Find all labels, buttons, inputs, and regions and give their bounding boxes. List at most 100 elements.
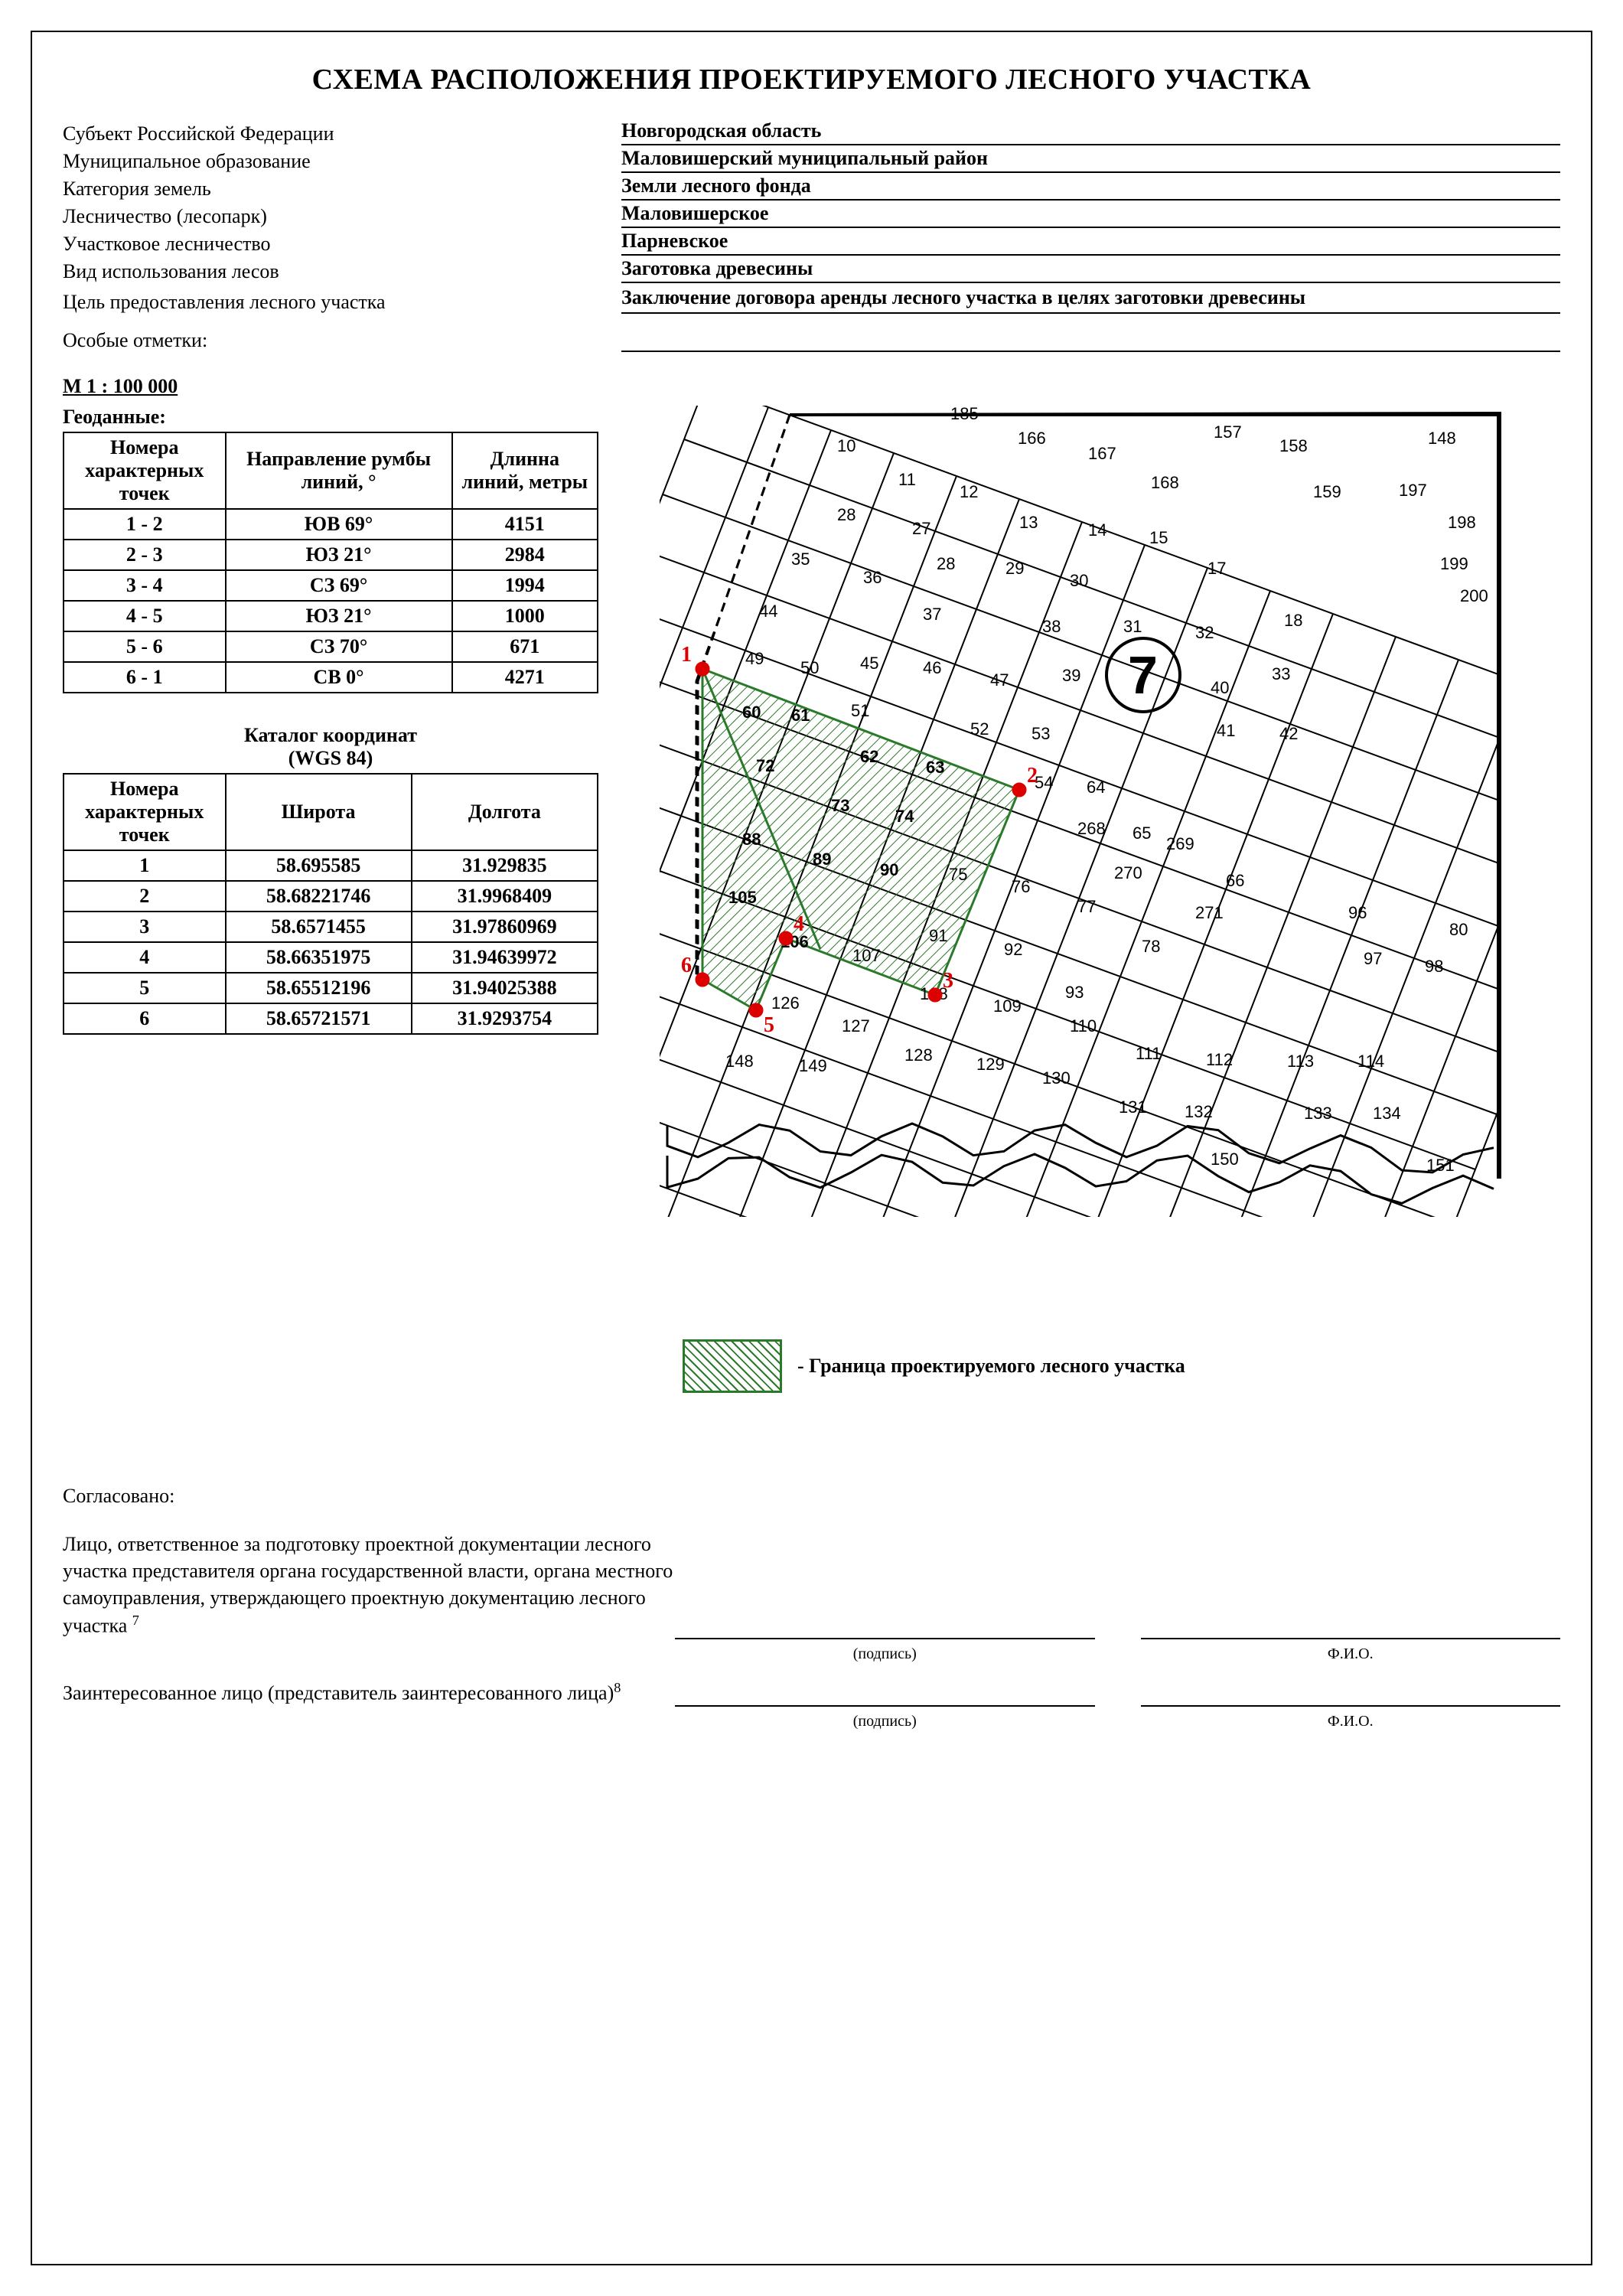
- table-cell: 1994: [452, 570, 598, 601]
- svg-text:36: 36: [863, 568, 882, 587]
- table-cell: 5: [64, 973, 226, 1003]
- table-cell: ЮЗ 21°: [226, 601, 452, 631]
- table-cell: 1: [64, 850, 226, 881]
- table-row: 558.6551219631.94025388: [64, 973, 598, 1003]
- svg-text:62: 62: [860, 747, 878, 766]
- info-label: Участковое лесничество: [63, 233, 621, 256]
- info-label: Категория земель: [63, 178, 621, 201]
- info-label: Субъект Российской Федерации: [63, 122, 621, 145]
- svg-text:29: 29: [1005, 559, 1024, 578]
- svg-text:65: 65: [1133, 823, 1151, 843]
- svg-text:132: 132: [1185, 1102, 1213, 1121]
- table-cell: 1 - 2: [64, 509, 226, 540]
- svg-text:271: 271: [1195, 903, 1224, 922]
- legend: - Граница проектируемого лесного участка: [683, 1339, 1560, 1393]
- page-title: СХЕМА РАСПОЛОЖЕНИЯ ПРОЕКТИРУЕМОГО ЛЕСНОГ…: [63, 63, 1560, 96]
- table-row: 258.6822174631.9968409: [64, 881, 598, 912]
- info-row: Категория земельЗемли лесного фонда: [63, 174, 1560, 201]
- svg-text:127: 127: [842, 1016, 870, 1035]
- table-row: 458.6635197531.94639972: [64, 942, 598, 973]
- svg-text:52: 52: [970, 719, 989, 739]
- svg-text:3: 3: [943, 969, 953, 993]
- info-value: Заготовка древесины: [621, 257, 1560, 283]
- svg-text:1: 1: [681, 643, 692, 667]
- table-cell: 58.695585: [226, 850, 412, 881]
- svg-text:10: 10: [837, 436, 855, 455]
- svg-text:2: 2: [1027, 764, 1038, 788]
- svg-text:97: 97: [1364, 949, 1382, 968]
- svg-text:66: 66: [1226, 871, 1244, 890]
- geodata-title: Геоданные:: [63, 406, 644, 429]
- table-cell: 671: [452, 631, 598, 662]
- svg-text:44: 44: [759, 602, 777, 621]
- table-header: Длинна линий, метры: [452, 432, 598, 509]
- svg-text:270: 270: [1114, 863, 1142, 882]
- svg-text:268: 268: [1077, 819, 1106, 838]
- info-block: Субъект Российской ФедерацииНовгородская…: [63, 119, 1560, 314]
- svg-text:129: 129: [976, 1055, 1005, 1074]
- svg-text:113: 113: [1287, 1052, 1314, 1071]
- table-header: Широта: [226, 774, 412, 850]
- svg-text:128: 128: [904, 1045, 933, 1065]
- info-value: Земли лесного фонда: [621, 174, 1560, 201]
- table-cell: 1000: [452, 601, 598, 631]
- signature-desc-1: Лицо, ответственное за подготовку проект…: [63, 1531, 675, 1639]
- svg-text:105: 105: [728, 888, 757, 907]
- info-label: Цель предоставления лесного участка: [63, 291, 621, 314]
- svg-text:74: 74: [895, 807, 914, 826]
- svg-text:107: 107: [852, 946, 881, 965]
- right-column: 7185101661671571581481112168159197282713…: [660, 406, 1560, 1393]
- svg-text:150: 150: [1211, 1150, 1239, 1169]
- special-marks-line: [621, 329, 1560, 352]
- info-value: Заключение договора аренды лесного участ…: [621, 285, 1560, 314]
- svg-text:42: 42: [1279, 724, 1298, 743]
- svg-text:41: 41: [1217, 721, 1235, 740]
- svg-text:111: 111: [1136, 1044, 1161, 1063]
- table-header: Номера характерных точек: [64, 774, 226, 850]
- table-cell: 31.97860969: [412, 912, 598, 942]
- svg-text:269: 269: [1166, 834, 1194, 853]
- table-cell: 31.9293754: [412, 1003, 598, 1034]
- svg-text:77: 77: [1077, 897, 1096, 916]
- svg-text:50: 50: [800, 658, 819, 677]
- svg-text:37: 37: [923, 605, 941, 624]
- svg-text:14: 14: [1088, 520, 1106, 540]
- info-value: Новгородская область: [621, 119, 1560, 145]
- table-cell: 2984: [452, 540, 598, 570]
- svg-text:60: 60: [742, 703, 761, 722]
- svg-text:148: 148: [725, 1052, 754, 1071]
- info-value: Маловишерский муниципальный район: [621, 147, 1560, 173]
- svg-text:89: 89: [813, 850, 831, 869]
- svg-text:168: 168: [1151, 473, 1179, 492]
- svg-text:88: 88: [742, 830, 761, 849]
- svg-text:7: 7: [1128, 645, 1158, 705]
- fio-line: [1141, 1684, 1561, 1707]
- special-marks-label: Особые отметки:: [63, 329, 621, 352]
- svg-text:63: 63: [926, 758, 944, 777]
- table-cell: 31.94025388: [412, 973, 598, 1003]
- svg-text:130: 130: [1042, 1068, 1071, 1088]
- svg-text:166: 166: [1018, 429, 1046, 448]
- coords-table: Номера характерных точекШиротаДолгота158…: [63, 773, 598, 1035]
- svg-text:90: 90: [880, 860, 898, 879]
- coords-title: Каталог координат (WGS 84): [63, 724, 598, 770]
- table-row: 5 - 6СЗ 70°671: [64, 631, 598, 662]
- table-cell: 4271: [452, 662, 598, 693]
- table-row: 2 - 3ЮЗ 21°2984: [64, 540, 598, 570]
- svg-text:159: 159: [1313, 482, 1341, 501]
- svg-text:126: 126: [771, 993, 800, 1013]
- svg-text:27: 27: [912, 519, 930, 538]
- table-row: 4 - 5ЮЗ 21°1000: [64, 601, 598, 631]
- signature-line: [675, 1616, 1095, 1639]
- table-row: 3 - 4СЗ 69°1994: [64, 570, 598, 601]
- info-row: Субъект Российской ФедерацииНовгородская…: [63, 119, 1560, 145]
- scale-label: М 1 : 100 000: [63, 375, 1560, 398]
- page-frame: СХЕМА РАСПОЛОЖЕНИЯ ПРОЕКТИРУЕМОГО ЛЕСНОГ…: [31, 31, 1592, 2265]
- info-row: Цель предоставления лесного участкаЗаклю…: [63, 285, 1560, 314]
- svg-text:114: 114: [1357, 1052, 1384, 1071]
- svg-text:4: 4: [794, 912, 804, 936]
- table-cell: СЗ 70°: [226, 631, 452, 662]
- svg-text:110: 110: [1070, 1016, 1097, 1035]
- svg-text:80: 80: [1449, 920, 1468, 939]
- svg-text:5: 5: [764, 1013, 774, 1037]
